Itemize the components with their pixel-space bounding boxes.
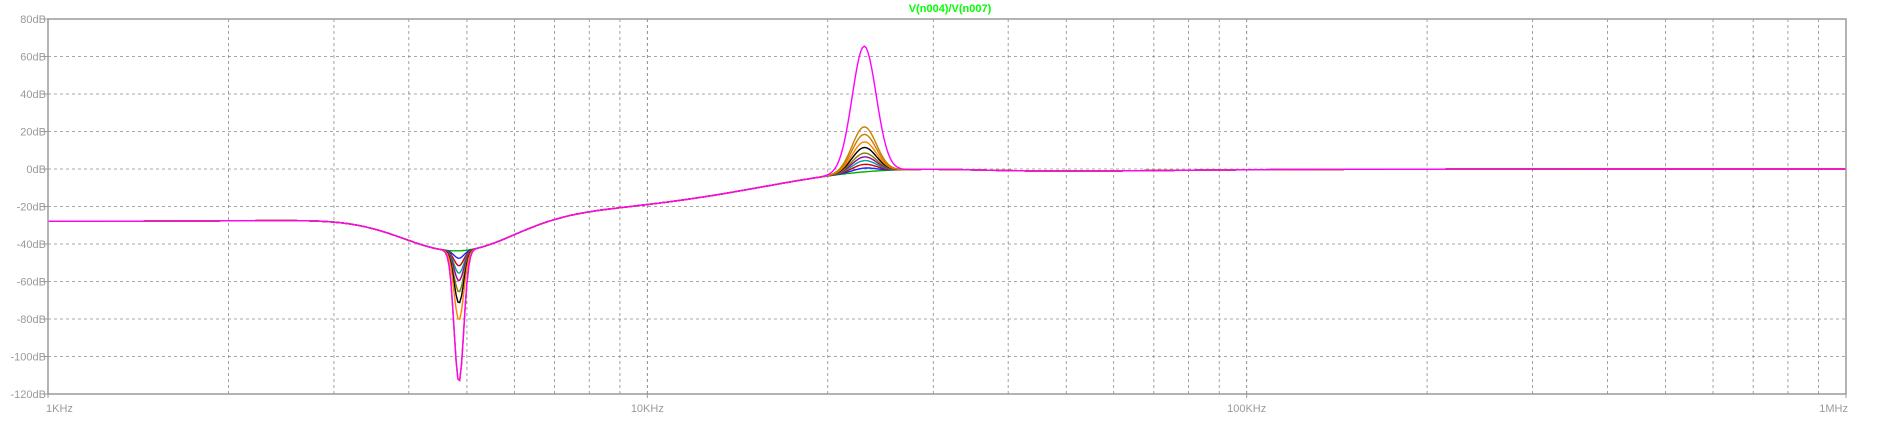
y-tick-label: 0dB [26, 164, 46, 176]
response-curve [48, 167, 1846, 259]
y-tick-label: -100dB [11, 352, 46, 364]
response-curve [48, 168, 1846, 252]
grid [48, 19, 1846, 394]
y-tick-label: -20dB [17, 202, 46, 214]
y-tick-label: 80dB [20, 14, 46, 26]
curves [48, 45, 1846, 382]
response-curve [48, 163, 1846, 267]
chart-title: V(n004)/V(n007) [909, 3, 992, 15]
y-tick-label: 40dB [20, 89, 46, 101]
response-curve [48, 126, 1846, 382]
response-curve [48, 133, 1846, 382]
y-tick-label: 60dB [20, 52, 46, 64]
response-curve [48, 146, 1846, 304]
y-tick-label: -40dB [17, 239, 46, 251]
x-axis: 1KHz 10KHz 100KHz 1MHz [46, 394, 1848, 415]
y-tick-label: -60dB [17, 277, 46, 289]
response-curve [48, 152, 1846, 293]
x-tick-label: 1MHz [1819, 403, 1848, 415]
response-curve [48, 156, 1846, 282]
response-curve [48, 159, 1846, 274]
y-tick-label: -120dB [11, 389, 46, 401]
y-axis: 80dB 60dB 40dB 20dB 0dB -20dB -40dB -60dB -80dB -… [11, 14, 48, 401]
x-tick-label: 1KHz [46, 403, 73, 415]
y-tick-label: 20dB [20, 127, 46, 139]
x-tick-label: 100KHz [1227, 403, 1266, 415]
plot-frame [47, 18, 1847, 395]
x-tick-label: 10KHz [631, 403, 664, 415]
y-tick-label: -80dB [17, 314, 46, 326]
response-curve [48, 45, 1846, 382]
